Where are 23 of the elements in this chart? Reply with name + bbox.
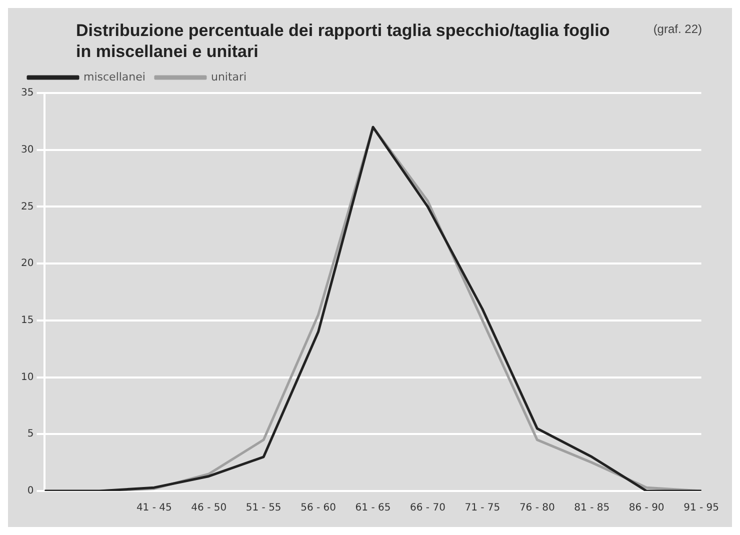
- y-tick-label: 30: [20, 144, 34, 156]
- x-tick-label: 41 - 45: [136, 502, 172, 514]
- chart-title: Distribuzione percentuale dei rapporti taglia specchio/taglia foglio in miscellanei e unitari: [76, 20, 610, 62]
- legend-label: miscellanei: [84, 70, 146, 84]
- x-tick-label: 71 - 75: [464, 502, 500, 514]
- y-tick-label: 0: [27, 486, 34, 497]
- y-tick-label: 25: [20, 201, 34, 212]
- x-tick-label: 61 - 65: [355, 502, 391, 514]
- x-tick-label: 56 - 60: [300, 502, 336, 514]
- y-tick-label: 20: [20, 258, 34, 270]
- x-tick-label: 46 - 50: [191, 502, 227, 514]
- legend-label: unitari: [210, 70, 247, 84]
- x-tick-label: 66 - 70: [410, 502, 446, 514]
- x-tick-label: 86 - 90: [628, 502, 664, 514]
- x-tick-label: 51 - 55: [246, 502, 282, 514]
- y-tick-label: 15: [20, 315, 34, 326]
- y-tick-label: 5: [27, 428, 34, 440]
- y-tick-label: 35: [20, 88, 34, 99]
- x-tick-label: 81 - 85: [574, 502, 610, 514]
- text: (graf. 22): [653, 22, 702, 36]
- x-tick-label: 91 - 95: [684, 502, 720, 514]
- x-tick-label: 76 - 80: [519, 502, 555, 514]
- y-tick-label: 10: [20, 372, 34, 383]
